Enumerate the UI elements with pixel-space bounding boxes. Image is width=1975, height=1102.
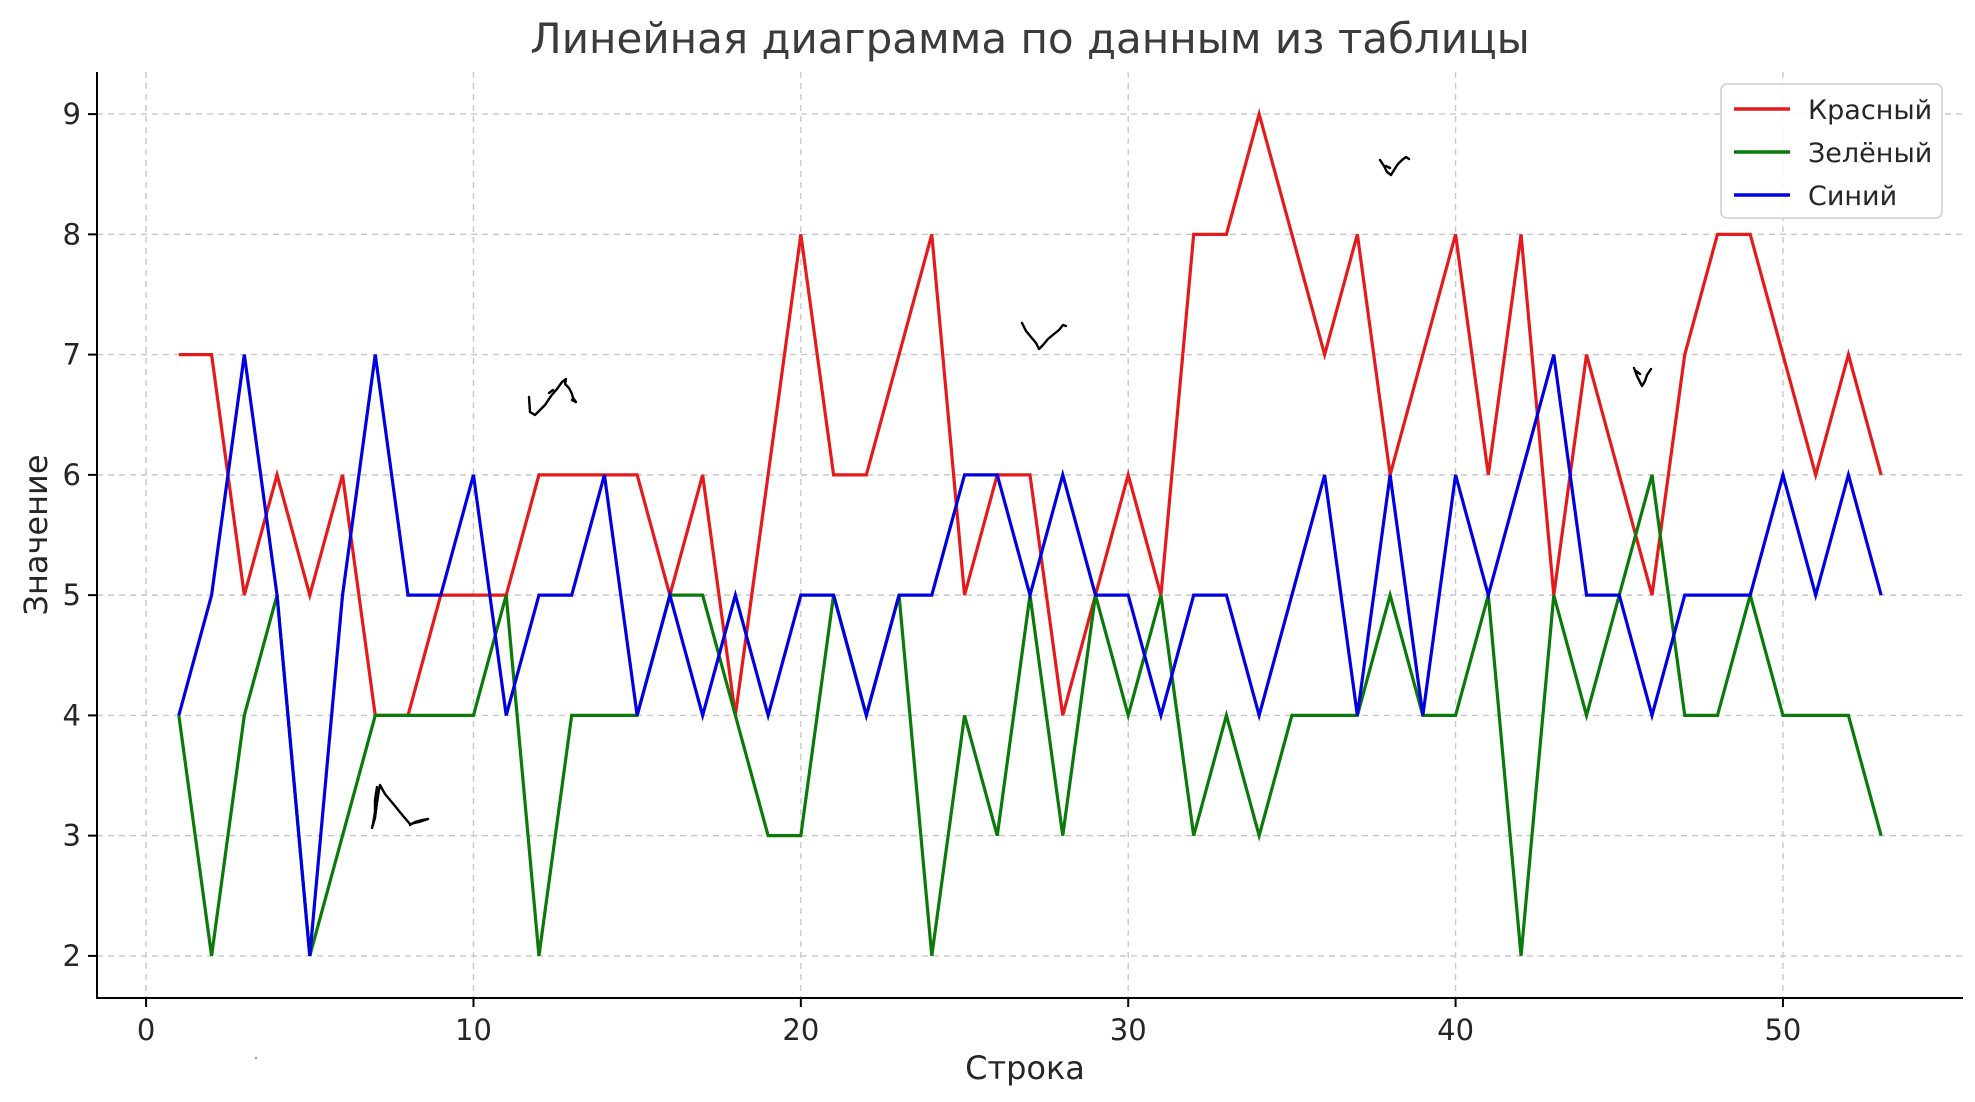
y-tick-label: 9 <box>63 97 81 131</box>
x-tick-label: 10 <box>455 1013 492 1047</box>
stray-dot <box>254 1056 258 1060</box>
series-lines <box>177 107 1883 957</box>
x-tick-label: 0 <box>137 1013 155 1047</box>
y-tick-label: 8 <box>63 217 81 251</box>
x-tick-label: 40 <box>1437 1013 1474 1047</box>
y-tick-label: 5 <box>63 578 81 612</box>
x-axis-label: Строка <box>965 1049 1085 1087</box>
legend-label-1: Красный <box>1808 95 1932 126</box>
chart-title: Линейная диаграмма по данным из таблицы <box>530 14 1530 63</box>
y-tick-label: 4 <box>63 698 81 732</box>
y-tick-label: 2 <box>63 939 81 973</box>
legend-label-2: Зелёный <box>1808 138 1932 169</box>
y-tick-label: 3 <box>63 819 81 853</box>
legend-frame <box>1720 83 1943 219</box>
handwritten-mark-2 <box>1020 321 1068 351</box>
axes <box>96 72 1963 999</box>
handwritten-mark-4 <box>1632 366 1653 388</box>
y-tick-label: 6 <box>63 458 81 492</box>
tick-labels: 0 10 20 30 40 50 2 3 4 5 6 7 8 9 Строка Значение <box>17 97 1801 1087</box>
handwritten-marks <box>254 155 1653 1060</box>
series-line-2 <box>177 474 1883 957</box>
series-line-3 <box>177 354 1883 957</box>
handwritten-mark-1 <box>527 377 578 417</box>
legend-label-3: Синий <box>1808 181 1897 212</box>
x-tick-label: 50 <box>1764 1013 1801 1047</box>
x-tick-label: 20 <box>782 1013 819 1047</box>
y-tick-label: 7 <box>63 338 81 372</box>
handwritten-mark-3 <box>1378 155 1411 177</box>
legend-items: Красный Зелёный Синий <box>1734 95 1932 212</box>
series-line-1 <box>178 107 1883 717</box>
handwritten-mark-5 <box>370 783 430 830</box>
x-tick-label: 30 <box>1110 1013 1147 1047</box>
y-axis-label: Значение <box>17 454 55 615</box>
legend: Красный Зелёный Синий <box>1720 83 1943 219</box>
grid-lines <box>97 72 1963 998</box>
